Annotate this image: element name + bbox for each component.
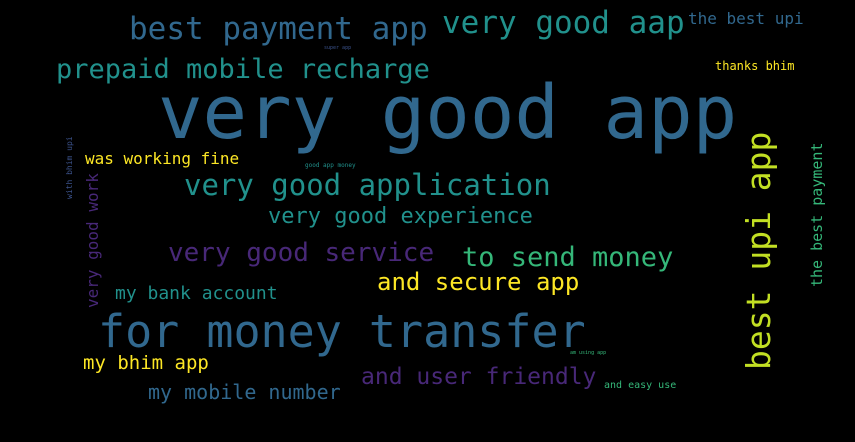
word: with bhim upi [65, 136, 74, 199]
word: and secure app [377, 268, 580, 296]
word: best upi app [739, 131, 778, 370]
word: very good work [83, 173, 102, 308]
word: very good app [158, 70, 738, 156]
word: very good service [168, 238, 435, 268]
word: the best payment [808, 142, 826, 288]
word: very good application [184, 168, 551, 202]
word: and easy use [604, 380, 677, 391]
word: my bhim app [83, 352, 209, 374]
word: was working fine [85, 149, 240, 168]
word: the best upi [688, 9, 804, 28]
word: my mobile number [148, 380, 341, 404]
word: to send money [462, 242, 674, 273]
word: am using app [570, 350, 607, 356]
word: best payment app [129, 11, 428, 47]
word: very good experience [268, 204, 533, 229]
word: super app [324, 45, 352, 51]
word: for money transfer [98, 305, 586, 358]
word: my bank account [115, 283, 278, 304]
word: good app money [305, 162, 356, 169]
word: and user friendly [361, 364, 597, 390]
word: prepaid mobile recharge [56, 54, 430, 85]
word: thanks bhim [715, 59, 795, 73]
word: very good aap [442, 5, 685, 41]
